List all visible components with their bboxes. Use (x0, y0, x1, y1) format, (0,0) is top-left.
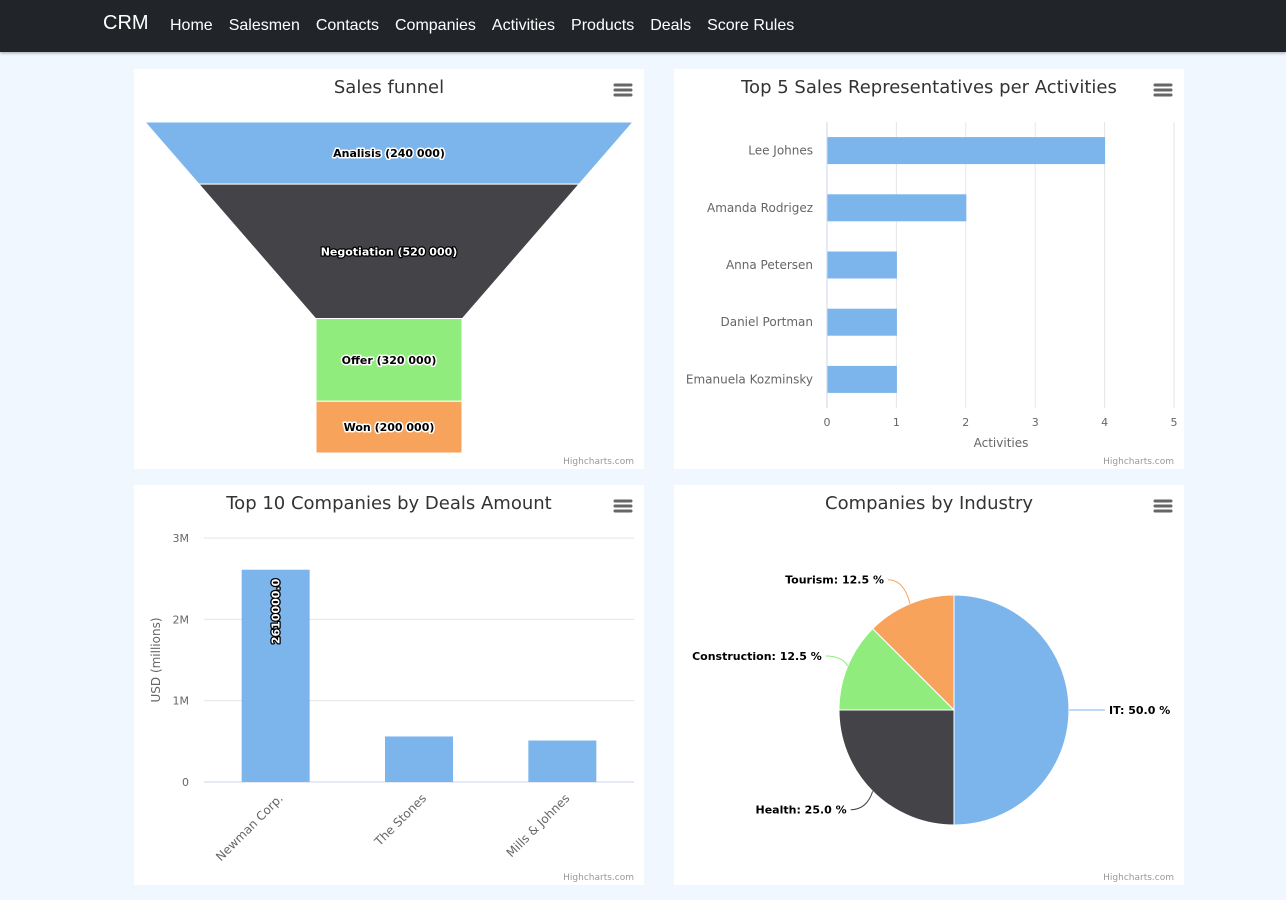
nav-link-activities[interactable]: Activities (491, 17, 556, 34)
column-the-stones[interactable] (385, 736, 453, 782)
y-tick-label: 3M (173, 532, 190, 545)
nav-links: Home Salesmen Contacts Companies Activit… (162, 0, 802, 52)
x-category-label: The Stones (371, 791, 429, 849)
y-category-label: Amanda Rodrigez (707, 201, 813, 215)
funnel-segment-won[interactable] (315, 400, 463, 454)
nav-link-salesmen[interactable]: Salesmen (228, 17, 300, 34)
pie-data-label: Health: 25.0 % (756, 804, 847, 817)
pie-data-label: Construction: 12.5 % (692, 650, 822, 663)
bar-emanuela-kozminsky[interactable] (827, 365, 897, 393)
nav-link-home[interactable]: Home (170, 17, 213, 34)
chart-menu-icon[interactable] (610, 495, 634, 517)
top-sales-reps-chart: Top 5 Sales Representatives per Activiti… (686, 77, 1178, 467)
y-category-label: Anna Petersen (726, 258, 813, 272)
x-tick-label: 5 (1171, 416, 1178, 429)
pie-plot: IT: 50.0 % Health: 25.0 % Construction: 12… (692, 574, 1170, 826)
y-category-label: Lee Johnes (748, 144, 813, 158)
column-newman-corp[interactable] (241, 569, 310, 782)
pie-data-label: IT: 50.0 % (1109, 704, 1170, 717)
funnel-data-label: Offer (320 000) (342, 354, 437, 367)
top-sales-reps-panel: Top 5 Sales Representatives per Activiti… (674, 69, 1184, 469)
nav-link-companies[interactable]: Companies (394, 17, 476, 34)
nav-link-contacts[interactable]: Contacts (315, 17, 379, 34)
nav-link-deals[interactable]: Deals (650, 17, 692, 34)
brand-link[interactable]: CRM (103, 12, 149, 34)
funnel-plot: Analisis (240 000) Negotiation (520 000) O… (143, 121, 635, 454)
chart-title: Top 10 Companies by Deals Amount (225, 493, 551, 514)
highcharts-credit[interactable]: Highcharts.com (563, 457, 634, 467)
chart-title: Sales funnel (334, 77, 444, 98)
column-plot: 0 1M 2M 3M 2610000.0 Newman Corp. The Stones Mi… (173, 532, 634, 864)
x-tick-label: 2 (962, 416, 969, 429)
x-category-label: Mills & Johnes (504, 791, 573, 860)
chart-menu-icon[interactable] (1150, 495, 1174, 517)
chart-title: Top 5 Sales Representatives per Activiti… (740, 77, 1117, 98)
sales-funnel-panel: Sales funnel Analisis (240 000) Negotiati… (134, 69, 644, 469)
bar-lee-johnes[interactable] (827, 137, 1106, 165)
pie-connector (825, 655, 849, 667)
top-navbar: CRM Home Salesmen Contacts Companies Act… (0, 0, 1286, 52)
x-tick-label: 3 (1032, 416, 1039, 429)
x-tick-label: 1 (893, 416, 900, 429)
pie-connector (887, 579, 911, 604)
funnel-data-label: Won (200 000) (344, 421, 435, 434)
bar-daniel-portman[interactable] (827, 308, 897, 336)
highcharts-credit[interactable]: Highcharts.com (563, 873, 634, 883)
pie-slice-it[interactable] (953, 594, 1070, 826)
nav-link-score-rules[interactable]: Score Rules (707, 17, 795, 34)
companies-by-industry-chart: Companies by Industry IT: 50.0 % Health: … (692, 493, 1174, 883)
sales-funnel-chart: Sales funnel Analisis (240 000) Negotiati… (143, 77, 635, 467)
x-tick-label: 4 (1101, 416, 1108, 429)
y-tick-label: 1M (173, 695, 190, 708)
chart-menu-icon[interactable] (1150, 79, 1174, 101)
highcharts-credit[interactable]: Highcharts.com (1103, 457, 1174, 467)
funnel-data-label: Negotiation (520 000) (321, 245, 458, 258)
column-data-label: 2610000.0 (270, 578, 283, 644)
top-companies-panel: Top 10 Companies by Deals Amount 0 1M 2M 3M… (134, 485, 644, 885)
pie-slice-tourism[interactable] (871, 594, 955, 712)
x-axis-title: Activities (974, 436, 1029, 450)
companies-by-industry-panel: Companies by Industry IT: 50.0 % Health: … (674, 485, 1184, 885)
y-category-label: Daniel Portman (720, 315, 813, 329)
y-category-label: Emanuela Kozminsky (686, 372, 813, 386)
highcharts-credit[interactable]: Highcharts.com (1103, 873, 1174, 883)
bar-plot: 0 1 2 3 4 5 Lee Johnes Amanda Rodrigez Anna Pete… (686, 122, 1178, 429)
top-companies-chart: Top 10 Companies by Deals Amount 0 1M 2M 3M… (149, 493, 634, 883)
chart-menu-icon[interactable] (610, 79, 634, 101)
y-axis-title: USD (millions) (149, 617, 163, 702)
y-tick-label: 0 (182, 776, 189, 789)
x-category-label: Newman Corp. (213, 791, 286, 864)
pie-slice-health[interactable] (838, 709, 955, 826)
column-mills-johnes[interactable] (528, 740, 597, 782)
bar-amanda-rodrigez[interactable] (827, 194, 967, 222)
pie-connector (850, 791, 874, 811)
pie-slice-construction[interactable] (838, 627, 956, 711)
pie-data-label: Tourism: 12.5 % (785, 574, 884, 587)
y-tick-label: 2M (173, 613, 190, 626)
nav-link-products[interactable]: Products (571, 17, 635, 34)
funnel-data-label: Analisis (240 000) (333, 147, 445, 160)
bar-anna-petersen[interactable] (827, 251, 897, 279)
chart-title: Companies by Industry (825, 493, 1033, 514)
x-tick-label: 0 (824, 416, 831, 429)
